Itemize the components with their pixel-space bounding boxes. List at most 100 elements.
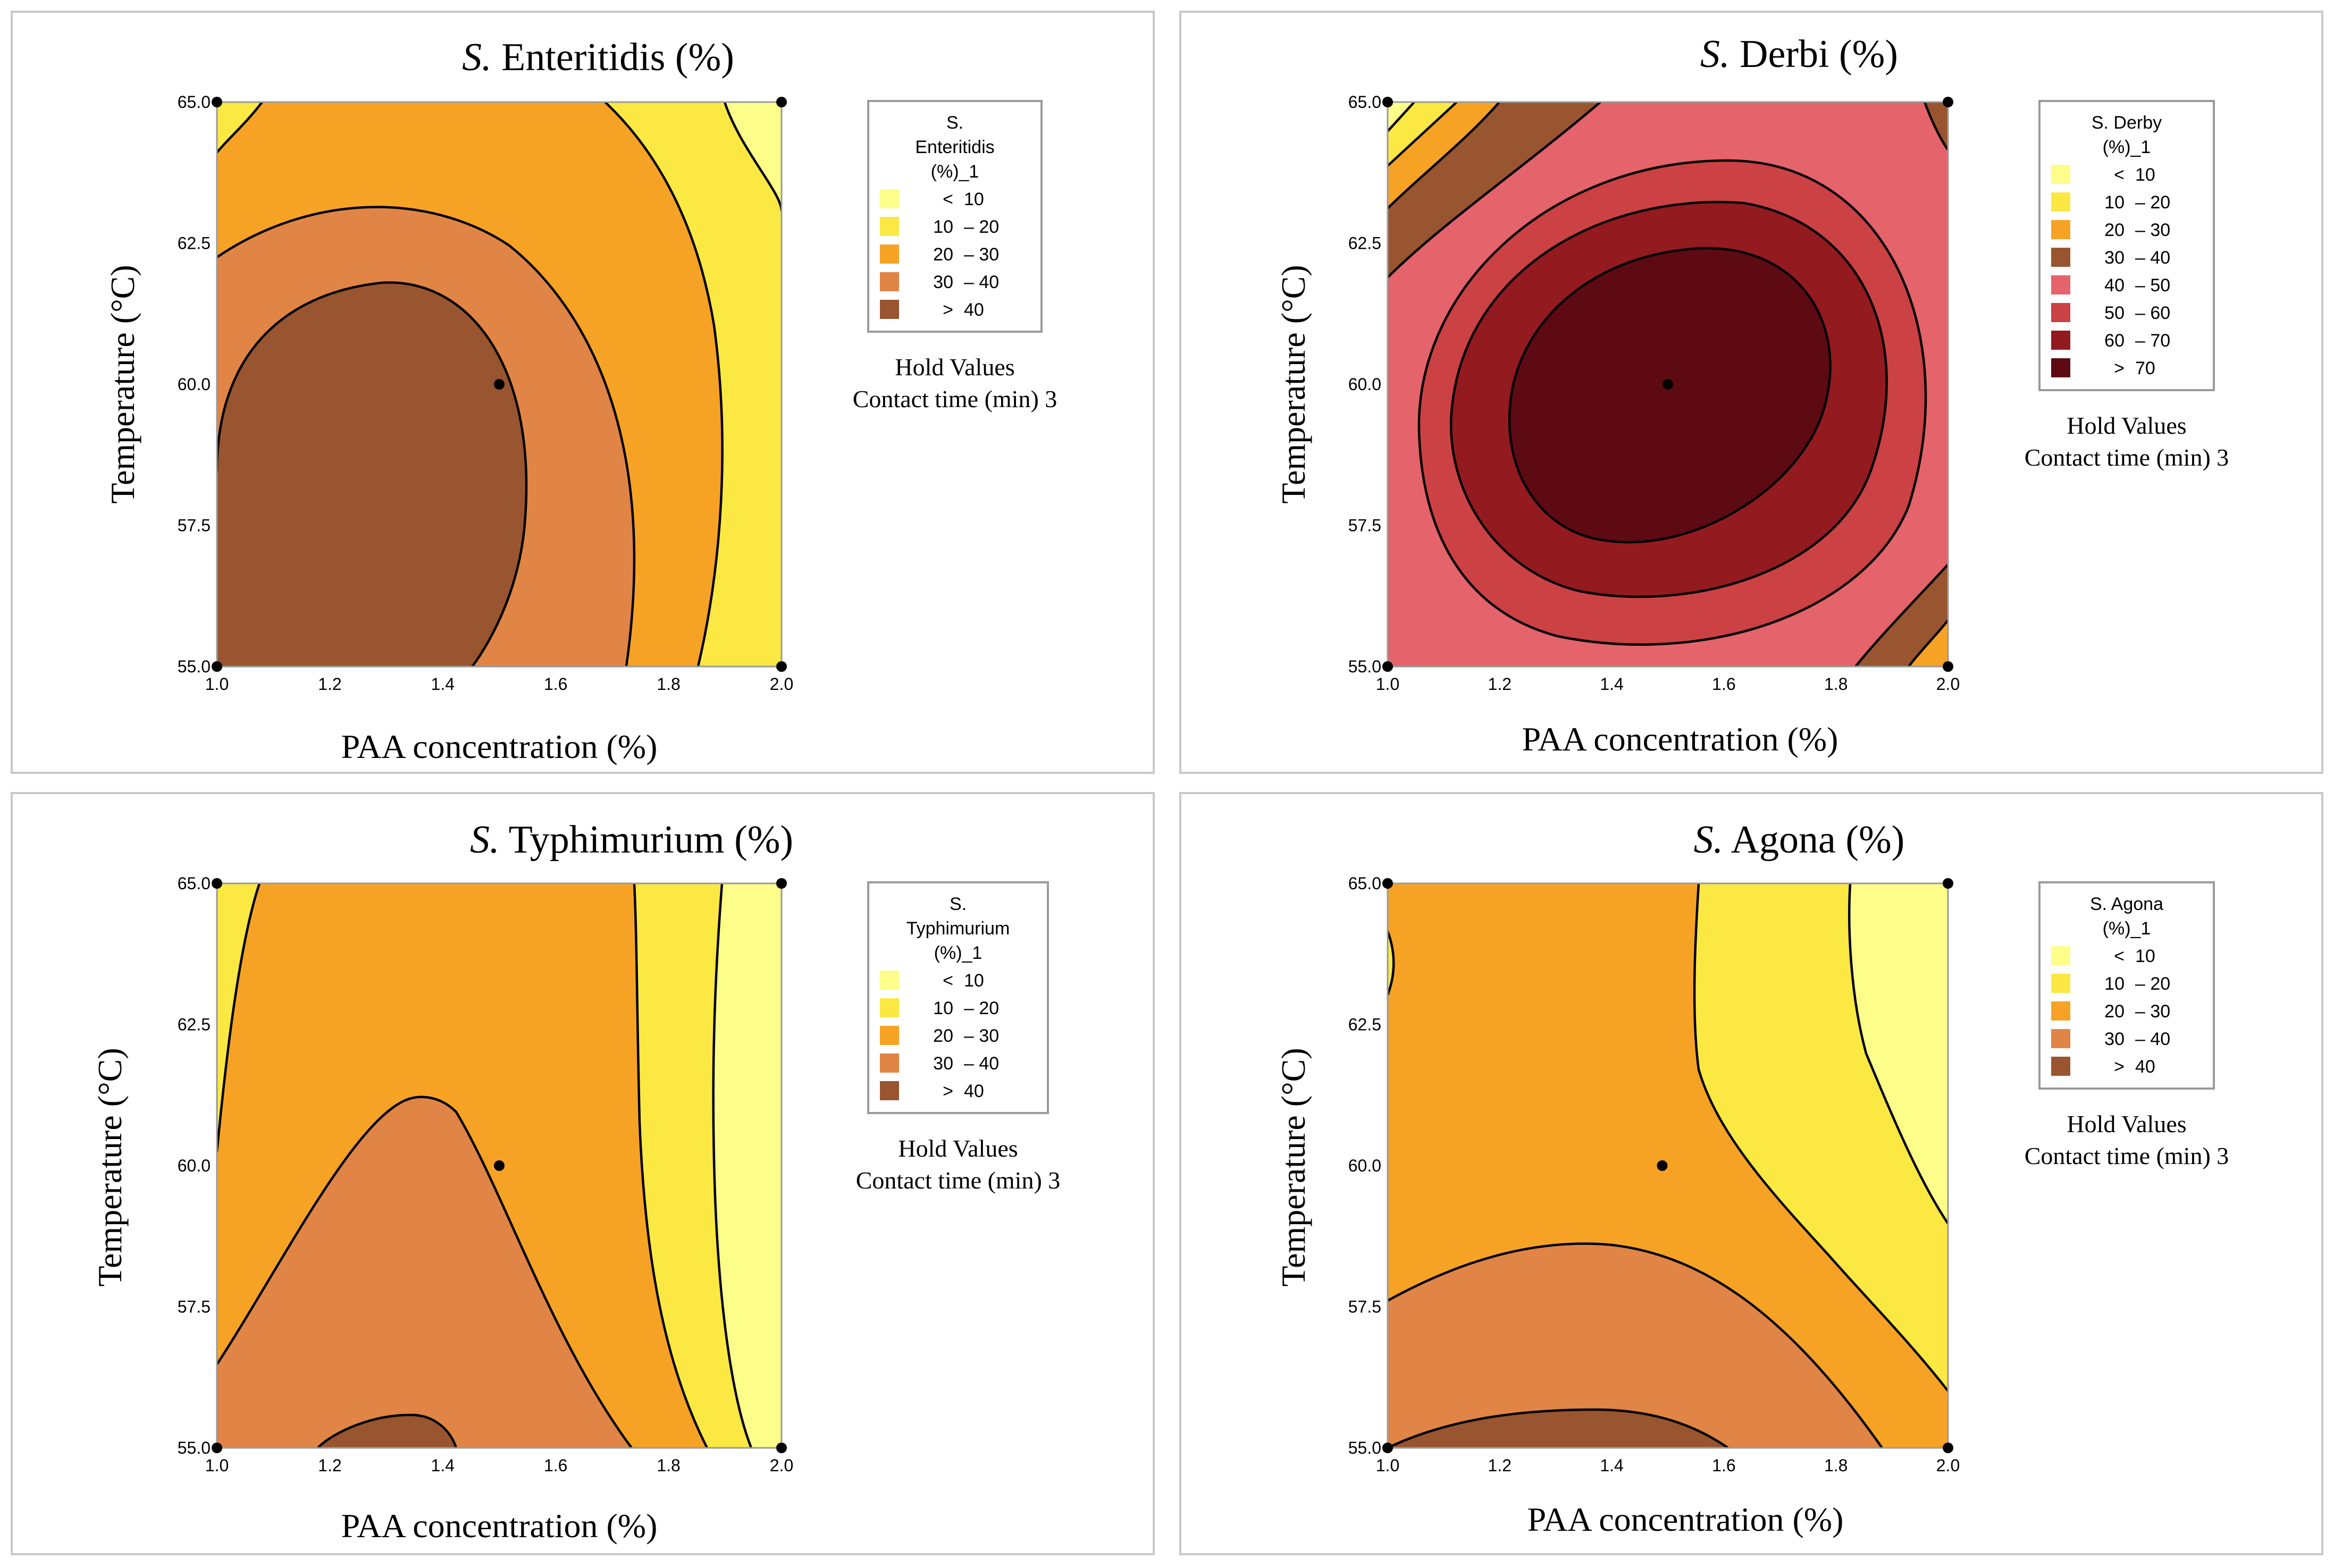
y-tick-label: 65.0 xyxy=(178,874,211,893)
y-tick-labels: 55.0 57.5 60.0 62.5 65.0 xyxy=(1348,92,1381,676)
x-tick-labels: 1.0 1.2 1.4 1.6 1.8 2.0 xyxy=(1376,1456,1960,1475)
x-tick-label: 1.6 xyxy=(1712,675,1735,694)
x-tick-label: 1.0 xyxy=(205,675,229,694)
y-tick-label: 60.0 xyxy=(1348,1156,1381,1175)
x-tick-label: 1.6 xyxy=(544,675,567,694)
y-tick-label: 62.5 xyxy=(1348,1015,1381,1034)
legend-range-high: 40 xyxy=(2135,1057,2155,1077)
legend-swatch xyxy=(2051,165,2070,184)
x-tick-label: 1.4 xyxy=(431,1456,455,1475)
legend-range-high: 10 xyxy=(964,189,984,209)
design-point xyxy=(212,1443,222,1453)
design-points xyxy=(212,878,787,1453)
design-point xyxy=(1382,878,1393,889)
legend-swatch xyxy=(2051,1029,2070,1048)
x-tick-label: 1.4 xyxy=(1600,1456,1623,1475)
legend-title: Enteritidis xyxy=(915,137,994,157)
y-tick-label: 55.0 xyxy=(178,657,211,676)
hold-values-contact-time: Contact time (min) 3 xyxy=(853,385,1057,412)
design-point xyxy=(1663,379,1673,390)
contour-line xyxy=(1508,247,1832,544)
legend-swatch xyxy=(2051,275,2070,294)
chart-title: S. Typhimurium (%) xyxy=(470,818,793,862)
legend-range-high: 70 xyxy=(2135,358,2155,378)
legend-range-high: – 30 xyxy=(964,1026,999,1046)
contour-line xyxy=(317,1413,458,1448)
design-points xyxy=(1382,97,1953,672)
legend-swatch xyxy=(880,998,899,1017)
y-tick-label: 57.5 xyxy=(1348,1297,1381,1317)
legend-swatch xyxy=(880,1026,899,1045)
contour-line xyxy=(1388,1408,1729,1448)
y-tick-label: 62.5 xyxy=(178,1015,211,1034)
region-below-10 xyxy=(713,883,782,1448)
plot-border xyxy=(216,101,783,668)
legend-range-low: < xyxy=(2114,946,2125,966)
y-tick-label: 60.0 xyxy=(1348,375,1381,394)
legend-range-high: 10 xyxy=(2135,165,2155,185)
x-tick-label: 2.0 xyxy=(770,1456,793,1475)
x-tick-label: 1.6 xyxy=(1712,1456,1735,1475)
legend-box xyxy=(867,100,1043,333)
x-tick-labels: 1.0 1.2 1.4 1.6 1.8 2.0 xyxy=(205,675,793,694)
x-tick-label: 2.0 xyxy=(1936,675,1960,694)
legend-range-high: 10 xyxy=(964,971,984,991)
contour-line xyxy=(604,102,724,667)
legend-range-low: 40 xyxy=(2104,275,2125,296)
y-axis-label: Temperature (°C) xyxy=(1274,1048,1312,1286)
contour-line xyxy=(217,1095,633,1448)
region-above-70 xyxy=(1509,248,1831,543)
legend-swatch xyxy=(880,217,899,236)
x-axis-label: PAA concentration (%) xyxy=(1527,1500,1844,1538)
contour-plot-area xyxy=(217,883,782,1448)
y-tick-label: 57.5 xyxy=(1348,516,1381,535)
y-axis-label: Temperature (°C) xyxy=(91,1048,129,1286)
x-tick-label: 1.8 xyxy=(1824,675,1848,694)
legend-range-low: > xyxy=(943,1081,953,1101)
design-point xyxy=(776,661,787,672)
y-tick-label: 60.0 xyxy=(178,1156,211,1175)
legend-range-low: < xyxy=(2114,165,2125,185)
legend-range-low: 30 xyxy=(2104,248,2125,268)
legend-title: (%)_1 xyxy=(931,162,979,182)
x-tick-label: 1.6 xyxy=(544,1456,567,1475)
legend-range-high: – 30 xyxy=(2135,220,2170,240)
y-tick-labels: 55.0 57.5 60.0 62.5 65.0 xyxy=(1348,874,1381,1457)
legend-title: (%)_1 xyxy=(2103,918,2151,939)
y-axis-label: Temperature (°C) xyxy=(1274,265,1312,503)
legend-range-high: – 50 xyxy=(2135,275,2170,296)
legend-range-low: 30 xyxy=(2104,1029,2125,1049)
legend-range-low: 50 xyxy=(2104,303,2125,323)
legend-range-high: 40 xyxy=(964,300,984,320)
legend-swatch xyxy=(880,189,899,208)
contour-plot-area xyxy=(217,102,782,667)
legend-range-high: – 40 xyxy=(964,272,999,292)
legend-range-low: 30 xyxy=(933,1053,953,1074)
legend: S. Derby (%)_1 < 10 10 – 20 20 – 30 30 – 40 40 – 50… xyxy=(2025,100,2229,471)
region-30-40 xyxy=(217,1097,632,1448)
legend-range-high: – 30 xyxy=(2135,1001,2170,1022)
legend-range-high: – 70 xyxy=(2135,331,2170,351)
panel-derbi: S. Derbi (%) PAA concentration (%) xyxy=(1179,11,2323,774)
contour-line xyxy=(1388,931,1395,996)
legend-swatch xyxy=(880,272,899,291)
design-point xyxy=(494,379,505,390)
contour-line xyxy=(1388,102,1458,167)
legend: S. Enteritidis (%)_1 < 10 10 – 20 20 – 30 30 – 40 >… xyxy=(853,100,1057,412)
y-tick-label: 55.0 xyxy=(178,1438,211,1457)
legend-swatch xyxy=(2051,946,2070,965)
contour-line xyxy=(1417,159,1927,646)
legend-range-low: 10 xyxy=(2104,192,2125,213)
legend-title: Typhimurium xyxy=(906,918,1010,939)
y-axis-label: Temperature (°C) xyxy=(104,265,141,503)
y-tick-label: 65.0 xyxy=(178,92,211,112)
y-tick-labels: 55.0 57.5 60.0 62.5 65.0 xyxy=(178,92,211,676)
legend: S. Agona (%)_1 < 10 10 – 20 20 – 30 30 – 40 > 40 Hol… xyxy=(2025,881,2229,1169)
region-30-40 xyxy=(1388,1243,1882,1448)
x-tick-label: 1.2 xyxy=(318,1456,341,1475)
design-point xyxy=(776,97,787,107)
design-point xyxy=(776,1443,787,1453)
legend-swatch xyxy=(2051,248,2070,267)
x-tick-label: 1.8 xyxy=(657,675,680,694)
